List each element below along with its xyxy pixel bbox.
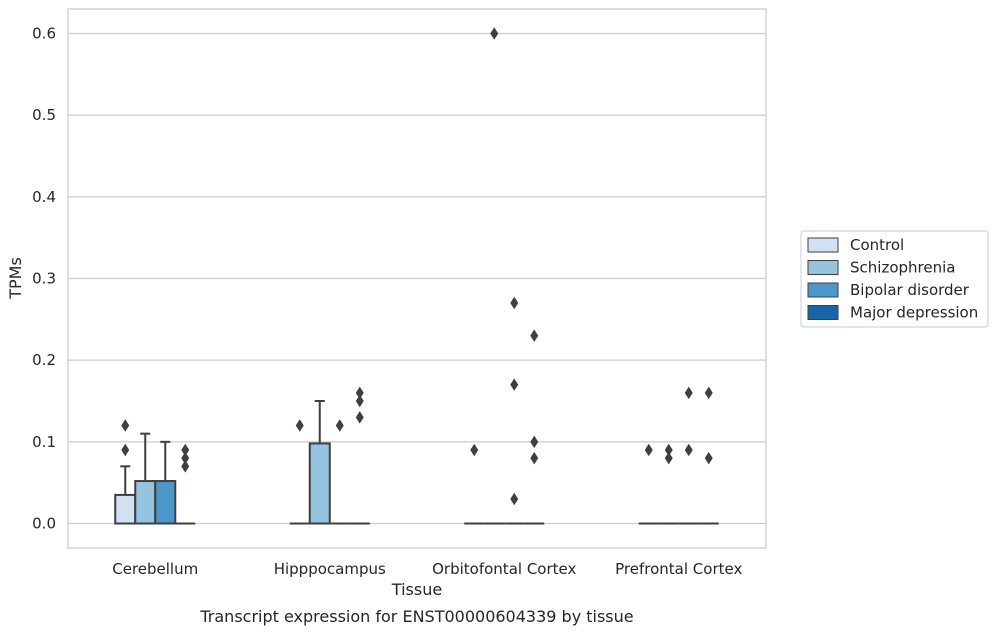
box-series xyxy=(114,27,719,525)
box-group xyxy=(504,296,525,525)
legend-label: Schizophrenia xyxy=(850,259,955,277)
legend-label: Control xyxy=(850,236,904,254)
y-tick-label: 0.4 xyxy=(32,188,56,206)
outlier-point xyxy=(121,443,130,457)
box-group xyxy=(114,419,137,525)
outlier-point xyxy=(181,460,190,473)
outlier-point xyxy=(510,296,519,310)
outlier-point xyxy=(121,419,130,432)
box-group xyxy=(154,440,177,525)
plot-frame xyxy=(67,8,767,549)
x-tick-label: Prefrontal Cortex xyxy=(615,560,742,578)
legend-swatch xyxy=(807,260,839,275)
box-group xyxy=(464,443,485,525)
outlier-point xyxy=(684,443,693,457)
outlier-point xyxy=(355,411,364,424)
box-group xyxy=(349,386,370,525)
outlier-point xyxy=(181,451,190,465)
y-tick-label: 0.2 xyxy=(32,351,56,369)
outlier-point xyxy=(704,451,713,465)
x-tick-label: Hipppocampus xyxy=(274,560,386,578)
y-tick-label: 0.5 xyxy=(32,106,56,124)
legend-swatch xyxy=(807,282,839,298)
legend-frame xyxy=(800,230,989,328)
outlier-point xyxy=(664,443,673,457)
box xyxy=(308,442,331,525)
outlier-point xyxy=(704,386,713,400)
box-group xyxy=(698,386,719,525)
outlier-point xyxy=(355,386,364,400)
outlier-point xyxy=(644,443,653,457)
x-tick-label: Orbitofontal Cortex xyxy=(432,560,576,578)
box xyxy=(114,493,137,525)
y-tick-label: 0.6 xyxy=(32,25,56,43)
legend-swatch xyxy=(807,237,839,253)
outlier-point xyxy=(295,419,304,432)
box-group xyxy=(329,419,350,525)
outlier-point xyxy=(530,451,539,465)
box-group xyxy=(524,329,545,525)
x-axis-title: Tissue xyxy=(391,580,442,599)
y-tick-labels: 0.0 0.1 0.2 0.3 0.4 0.5 0.6 xyxy=(32,25,56,533)
outlier-point xyxy=(530,435,539,449)
y-axis-title: TPMs xyxy=(6,257,25,300)
outlier-point xyxy=(510,492,519,506)
legend-label: Bipolar disorder xyxy=(850,281,970,299)
outlier-point xyxy=(490,27,499,40)
box xyxy=(154,480,177,525)
x-tick-label: Cerebellum xyxy=(112,560,198,578)
chart-caption: Transcript expression for ENST0000060433… xyxy=(199,607,633,626)
x-tick-labels: Cerebellum Hipppocampus Orbitofontal Corte… xyxy=(112,560,742,578)
box xyxy=(134,480,157,525)
y-tick-label: 0.0 xyxy=(32,515,56,533)
outlier-point xyxy=(664,451,673,465)
legend-swatch xyxy=(807,305,839,320)
outlier-point xyxy=(355,394,364,408)
outlier-point xyxy=(181,443,190,457)
outlier-point xyxy=(470,443,479,457)
legend: Control Schizophrenia Bipolar disorder Majo… xyxy=(800,230,989,328)
box-group xyxy=(308,400,331,525)
box-group xyxy=(658,443,679,525)
y-tick-label: 0.1 xyxy=(32,433,56,451)
outlier-point xyxy=(530,329,539,342)
outlier-point xyxy=(335,419,344,432)
legend-label: Major depression xyxy=(850,304,978,322)
outlier-point xyxy=(510,378,519,391)
box-group xyxy=(175,443,196,525)
box-group xyxy=(484,27,505,525)
y-tick-label: 0.3 xyxy=(32,270,56,288)
box-group xyxy=(289,419,310,525)
box-group xyxy=(678,386,699,525)
outlier-point xyxy=(684,386,693,400)
box-group xyxy=(638,443,659,525)
